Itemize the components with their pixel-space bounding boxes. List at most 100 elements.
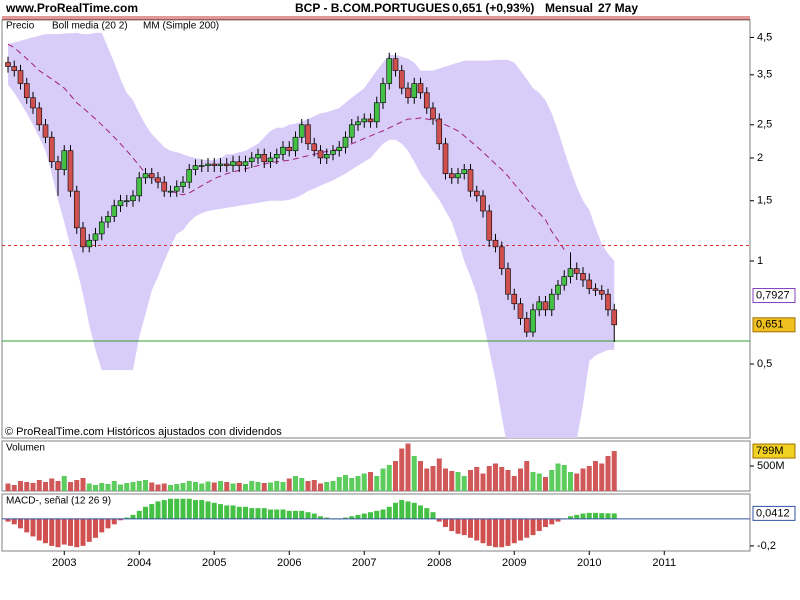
macd-bar (124, 517, 130, 519)
candle-body (167, 190, 174, 193)
candle-body (17, 70, 24, 84)
macd-panel (1, 493, 751, 552)
volume-bar (524, 461, 530, 491)
moving-average (7, 43, 565, 250)
volume-bar (474, 467, 480, 491)
macd-bar (143, 506, 148, 519)
macd-bar (580, 513, 586, 519)
macd-bar (493, 518, 498, 548)
macd-bar (61, 518, 67, 545)
candle-body (92, 233, 99, 241)
volume-bar (99, 483, 105, 491)
volume-bar (393, 461, 398, 491)
candle-body (611, 309, 618, 326)
volume-bar (380, 468, 386, 491)
macd-bar (136, 510, 142, 519)
volume-bar (561, 465, 567, 491)
candle-body (455, 173, 461, 179)
last-value-box (752, 317, 796, 333)
candle-body (36, 107, 43, 126)
legend-price: Precio (6, 21, 35, 32)
macd-bar (318, 516, 323, 519)
macd-bar (243, 506, 248, 519)
volume-bar (505, 470, 511, 491)
macd-bar (280, 509, 286, 519)
volume-bar (236, 483, 242, 491)
x-tick-label: 2011 (652, 557, 676, 569)
candle-body (392, 58, 399, 71)
volume-bar (611, 451, 617, 491)
volume-bar (361, 473, 367, 491)
candle-body (130, 195, 136, 202)
candle-body (86, 239, 93, 248)
macd-bar (380, 509, 386, 519)
y-tick-label: 2 (757, 152, 763, 164)
macd-bar (68, 518, 73, 546)
x-tick-label: 2005 (202, 557, 226, 569)
macd-bar (218, 504, 223, 519)
macd-bar (236, 506, 242, 519)
macd-bar (505, 518, 511, 546)
macd-bar (105, 518, 111, 529)
candle-body (417, 83, 424, 94)
volume-bar (118, 484, 123, 491)
volume-bar (424, 468, 430, 491)
volume-bar (568, 472, 573, 491)
candle-body (448, 173, 455, 179)
candle-body (148, 173, 155, 179)
macd-bar (86, 518, 92, 542)
x-tick-label: 2009 (502, 557, 526, 569)
candle-body (567, 268, 574, 277)
candle-body (586, 279, 593, 290)
macd-bar (349, 516, 355, 519)
volume-bar (124, 483, 130, 491)
volume-bar (93, 485, 98, 491)
candle-body (480, 195, 486, 212)
site: www.ProRealTime.com (5, 1, 138, 15)
candle-body (61, 150, 68, 170)
macd-bar (518, 518, 523, 541)
volume-bar (443, 468, 448, 491)
candle-body (55, 161, 61, 170)
candle-body (573, 268, 580, 274)
last-value-label: 0,0412 (756, 507, 790, 519)
candle-body (261, 154, 268, 163)
volume-bar (255, 482, 261, 491)
macd-bar (199, 500, 205, 519)
volume-bar (574, 473, 580, 491)
volume-bar (511, 476, 517, 491)
macd-bar (55, 518, 61, 548)
candle-body (11, 66, 18, 71)
macd-bar (305, 512, 311, 519)
macd-bar (311, 513, 317, 519)
macd-bar (286, 510, 292, 519)
volume-bar (68, 482, 73, 491)
volume-bar (399, 448, 405, 491)
volume-bar (49, 478, 55, 491)
macd-bar (593, 512, 598, 519)
candle-body (192, 165, 199, 170)
candle-body (380, 83, 386, 104)
volume-bar (230, 483, 236, 491)
annotation: © ProRealTime.com Históricos ajustados c… (5, 426, 282, 438)
volume-bar (493, 463, 498, 491)
macd-bar (443, 518, 448, 528)
volume-bar (136, 481, 142, 491)
volume-bar (486, 466, 492, 491)
macd-bar (536, 518, 542, 532)
macd-bar (193, 500, 198, 519)
volume-bar (249, 481, 255, 491)
date: 27 May (598, 1, 638, 15)
candle-body (248, 157, 255, 163)
candle-body (280, 146, 286, 155)
macd-bar (343, 517, 348, 519)
macd-bar (130, 514, 136, 519)
candle-body (530, 309, 536, 333)
candle-body (123, 200, 130, 203)
candle-body (461, 169, 468, 174)
volume-bar (280, 482, 286, 491)
y-tick-label: 2,5 (757, 119, 772, 131)
volume-bar (55, 481, 61, 491)
volume-bar (111, 481, 117, 491)
candle-body (142, 173, 149, 179)
